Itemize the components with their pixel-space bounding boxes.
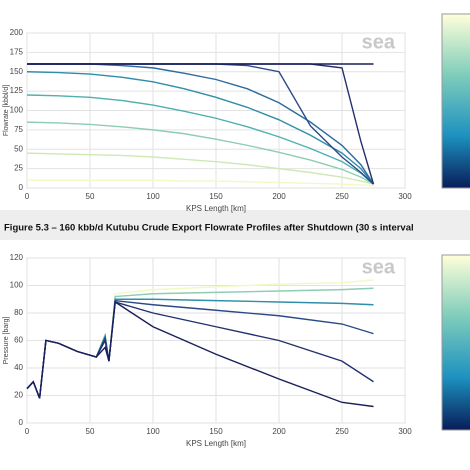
y-tick-label: 125 — [10, 86, 24, 95]
y-tick-label: 120 — [10, 253, 24, 262]
caption: Figure 5.3 – 160 kbb/d Kutubu Crude Expo… — [4, 223, 414, 234]
y-tick-label: 40 — [14, 363, 23, 372]
y-axis-label: Pressure [barg] — [3, 317, 10, 365]
y-tick-label: 150 — [10, 67, 24, 76]
colorbar — [441, 254, 470, 431]
data-line — [26, 300, 374, 408]
y-tick-label: 0 — [19, 418, 24, 427]
y-tick-label: 200 — [10, 28, 24, 37]
x-tick-label: 50 — [86, 192, 95, 201]
x-tick-label: 0 — [25, 427, 30, 436]
logo: sea — [362, 256, 396, 278]
data-line — [26, 94, 374, 185]
y-tick-label: 20 — [14, 391, 23, 400]
y-tick-label: 100 — [10, 281, 24, 290]
data-line — [27, 179, 374, 187]
y-tick-label: 75 — [14, 125, 23, 134]
x-tick-label: 100 — [146, 427, 160, 436]
colorbar — [441, 13, 470, 189]
x-tick-label: 150 — [209, 427, 223, 436]
y-axis-label: Flowrate [kbbl/d] — [3, 85, 10, 136]
x-tick-label: 200 — [272, 192, 286, 201]
x-tick-label: 250 — [335, 192, 349, 201]
logo: sea — [362, 31, 396, 53]
x-tick-label: 0 — [25, 192, 30, 201]
x-axis-label: KPS Length [km] — [186, 204, 246, 213]
data-line — [26, 71, 375, 185]
data-line — [26, 152, 374, 185]
x-tick-label: 200 — [272, 427, 286, 436]
y-tick-label: 175 — [10, 47, 24, 56]
y-tick-label: 0 — [19, 183, 24, 192]
y-tick-label: 60 — [14, 336, 23, 345]
x-tick-label: 150 — [209, 192, 223, 201]
x-tick-label: 300 — [398, 192, 412, 201]
x-tick-label: 50 — [86, 427, 95, 436]
x-axis-label: KPS Length [km] — [186, 439, 246, 448]
x-tick-label: 250 — [335, 427, 349, 436]
y-tick-label: 25 — [14, 164, 23, 173]
y-tick-label: 100 — [10, 106, 24, 115]
x-tick-label: 100 — [146, 192, 160, 201]
y-tick-label: 80 — [14, 308, 23, 317]
data-line — [26, 121, 374, 185]
x-tick-label: 300 — [398, 427, 412, 436]
y-tick-label: 50 — [14, 144, 23, 153]
